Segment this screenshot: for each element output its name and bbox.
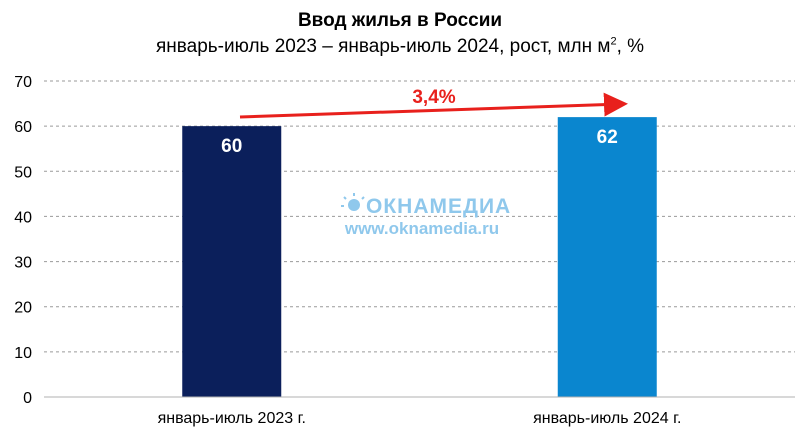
sun-icon <box>341 193 365 211</box>
chart-title: Ввод жилья в России <box>297 10 503 31</box>
y-tick-label: 30 <box>14 255 32 272</box>
y-tick-label: 20 <box>14 300 32 317</box>
watermark-logo: ОКНАМЕДИА <box>366 195 511 218</box>
data-label-1: 60 <box>221 136 242 157</box>
category-label-2: январь-июль 2024 г. <box>533 410 681 427</box>
category-labels: январь-июль 2023 г. январь-июль 2024 г. <box>158 410 682 427</box>
bar-1 <box>182 126 282 398</box>
watermark-url: www.oknamedia.ru <box>344 219 499 238</box>
subtitle-main: январь-июль 2023 – январь-июль 2024, рос… <box>155 36 611 57</box>
growth-arrow-line <box>239 92 628 119</box>
y-tick-label: 70 <box>14 74 32 91</box>
data-label-2: 62 <box>597 127 618 148</box>
y-tick-label: 50 <box>14 164 32 181</box>
y-tick-label: 60 <box>14 119 32 136</box>
watermark: ОКНАМЕДИА www.oknamedia.ru <box>341 193 511 238</box>
subtitle-superscript: 2 <box>610 35 617 48</box>
chart-subtitle: январь-июль 2023 – январь-июль 2024, рос… <box>0 36 800 58</box>
growth-label: 3,4% <box>412 87 455 108</box>
gridlines <box>44 80 795 353</box>
bars: 60 62 <box>182 117 657 398</box>
subtitle-tail: , % <box>616 36 645 57</box>
growth-arrow: 3,4% <box>239 87 628 119</box>
y-tick-label: 10 <box>14 345 32 362</box>
y-tick-label: 0 <box>23 390 32 407</box>
y-axis-ticks: 0 10 20 30 40 50 60 70 <box>14 74 32 407</box>
bar-2 <box>557 117 657 397</box>
y-tick-label: 40 <box>14 209 32 226</box>
category-label-1: январь-июль 2023 г. <box>158 410 306 427</box>
